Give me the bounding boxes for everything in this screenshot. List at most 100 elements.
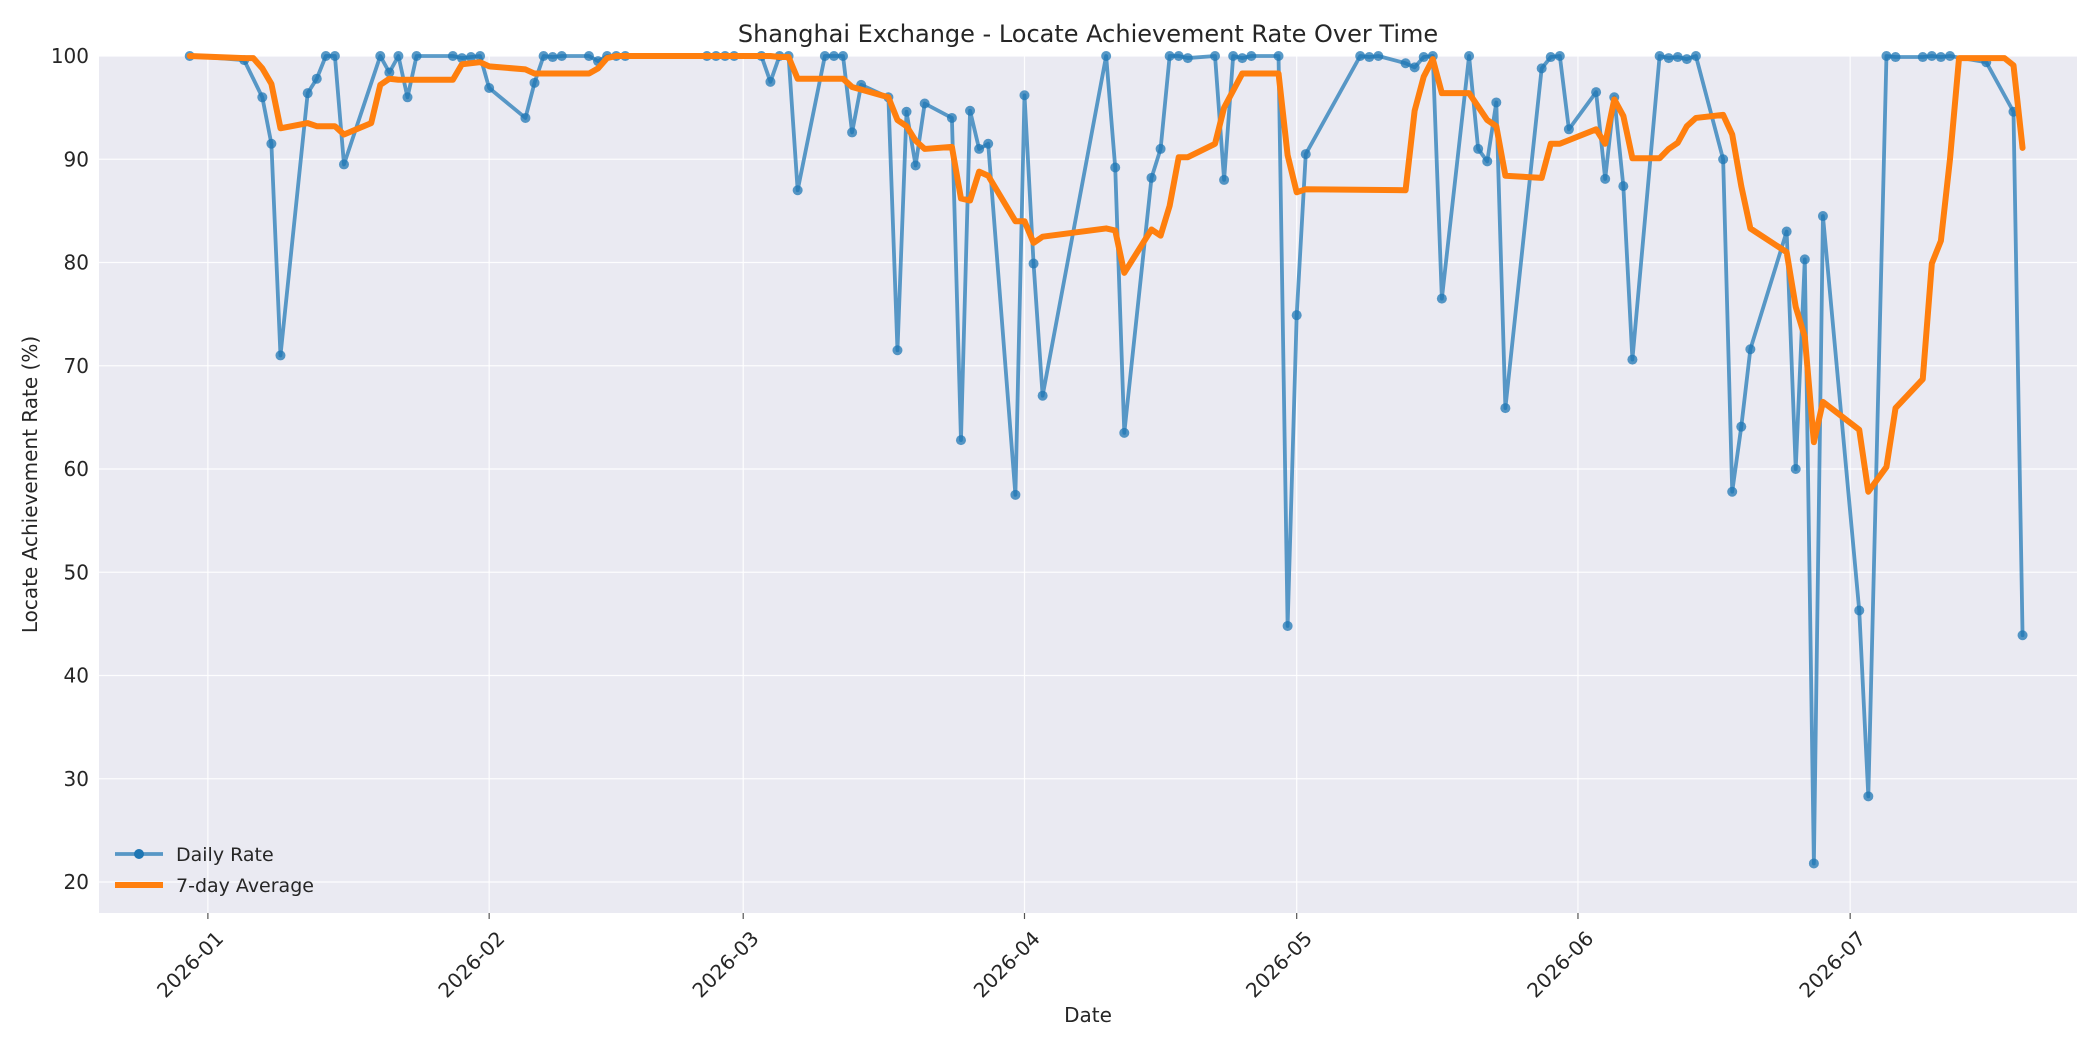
data-point	[1690, 51, 1701, 61]
data-point	[1672, 52, 1683, 63]
data-point	[1563, 124, 1574, 135]
y-tick-label: 80	[64, 251, 89, 275]
data-point	[1300, 149, 1311, 160]
data-point	[955, 435, 966, 446]
data-point	[974, 143, 985, 154]
y-tick-label: 20	[64, 870, 89, 894]
data-point	[447, 51, 458, 61]
x-axis-label: Date	[1064, 1003, 1112, 1027]
y-tick-label: 50	[64, 560, 89, 584]
data-point	[375, 51, 386, 61]
data-point	[1917, 52, 1928, 63]
y-tick-label: 70	[64, 354, 89, 378]
data-point	[1727, 486, 1738, 497]
data-point	[266, 138, 277, 149]
data-point	[411, 51, 422, 61]
data-point	[520, 112, 531, 123]
data-point	[1881, 51, 1892, 61]
data-point	[466, 52, 477, 63]
data-point	[1228, 51, 1239, 61]
data-point	[1101, 51, 1112, 61]
series-line	[186, 53, 2026, 495]
data-point	[1790, 464, 1801, 475]
data-point	[1663, 53, 1674, 64]
data-point	[1718, 154, 1729, 165]
data-point	[1146, 172, 1157, 183]
data-point	[257, 92, 268, 103]
data-point	[819, 51, 830, 61]
data-point	[1817, 211, 1828, 222]
data-point	[1010, 489, 1021, 500]
data-point	[1291, 310, 1302, 321]
legend-marker	[134, 849, 144, 859]
data-point	[1409, 62, 1420, 73]
y-tick-label: 90	[64, 147, 89, 171]
data-point	[1373, 51, 1384, 61]
data-point	[1364, 52, 1375, 63]
data-point	[1164, 51, 1175, 61]
data-point	[2017, 630, 2028, 641]
chart-title: Shanghai Exchange - Locate Achievement R…	[738, 20, 1438, 48]
y-tick-label: 60	[64, 457, 89, 481]
data-point	[1500, 403, 1511, 414]
data-point	[1591, 87, 1602, 98]
data-point	[1155, 143, 1166, 154]
data-point	[1182, 53, 1193, 64]
data-point	[847, 127, 858, 138]
data-point	[1355, 51, 1366, 61]
data-point	[765, 76, 776, 87]
data-point	[484, 83, 495, 94]
data-point	[1808, 858, 1819, 869]
data-point	[1464, 51, 1475, 61]
data-point	[1545, 52, 1556, 63]
data-point	[1273, 51, 1284, 61]
y-tick-label: 40	[64, 664, 89, 688]
data-point	[547, 52, 558, 63]
data-point	[1037, 390, 1048, 401]
data-point	[1781, 226, 1792, 237]
data-point	[1237, 53, 1248, 64]
data-point	[275, 350, 286, 361]
y-axis-ticks: 20 30 40 50 60 70 80 90 100	[51, 44, 89, 894]
data-point	[1282, 620, 1293, 631]
data-point	[556, 51, 567, 61]
data-point	[892, 345, 903, 356]
legend-label: 7-day Average	[176, 875, 314, 897]
data-point	[1935, 52, 1946, 63]
data-point	[1473, 143, 1484, 154]
data-point	[338, 159, 349, 170]
data-point	[1944, 51, 1955, 61]
data-point	[583, 51, 594, 61]
data-point	[901, 106, 912, 117]
legend-label: Daily Rate	[176, 844, 274, 866]
data-point	[1210, 51, 1221, 61]
data-point	[838, 51, 849, 61]
data-point	[1491, 97, 1502, 108]
data-point	[1681, 54, 1692, 65]
data-point	[1110, 162, 1121, 173]
data-point	[456, 53, 467, 64]
data-point	[1863, 791, 1874, 802]
data-point	[1745, 344, 1756, 355]
y-axis-label: Locate Achievement Rate (%)	[18, 336, 42, 633]
data-point	[1246, 51, 1257, 61]
data-point	[828, 51, 839, 61]
data-point	[393, 51, 404, 61]
data-point	[320, 51, 331, 61]
data-point	[1418, 52, 1429, 63]
plot-area	[99, 56, 2077, 913]
data-point	[910, 160, 921, 171]
data-point	[302, 88, 313, 99]
data-point	[384, 67, 395, 78]
data-point	[965, 105, 976, 116]
legend: Daily Rate 7-day Average	[115, 844, 314, 897]
data-point	[946, 112, 957, 123]
data-point	[1119, 427, 1130, 438]
data-point	[1799, 254, 1810, 265]
data-point	[1854, 605, 1865, 616]
y-tick-label: 30	[64, 767, 89, 791]
data-point	[1028, 258, 1039, 269]
data-point	[1173, 51, 1184, 61]
data-point	[1400, 58, 1411, 69]
